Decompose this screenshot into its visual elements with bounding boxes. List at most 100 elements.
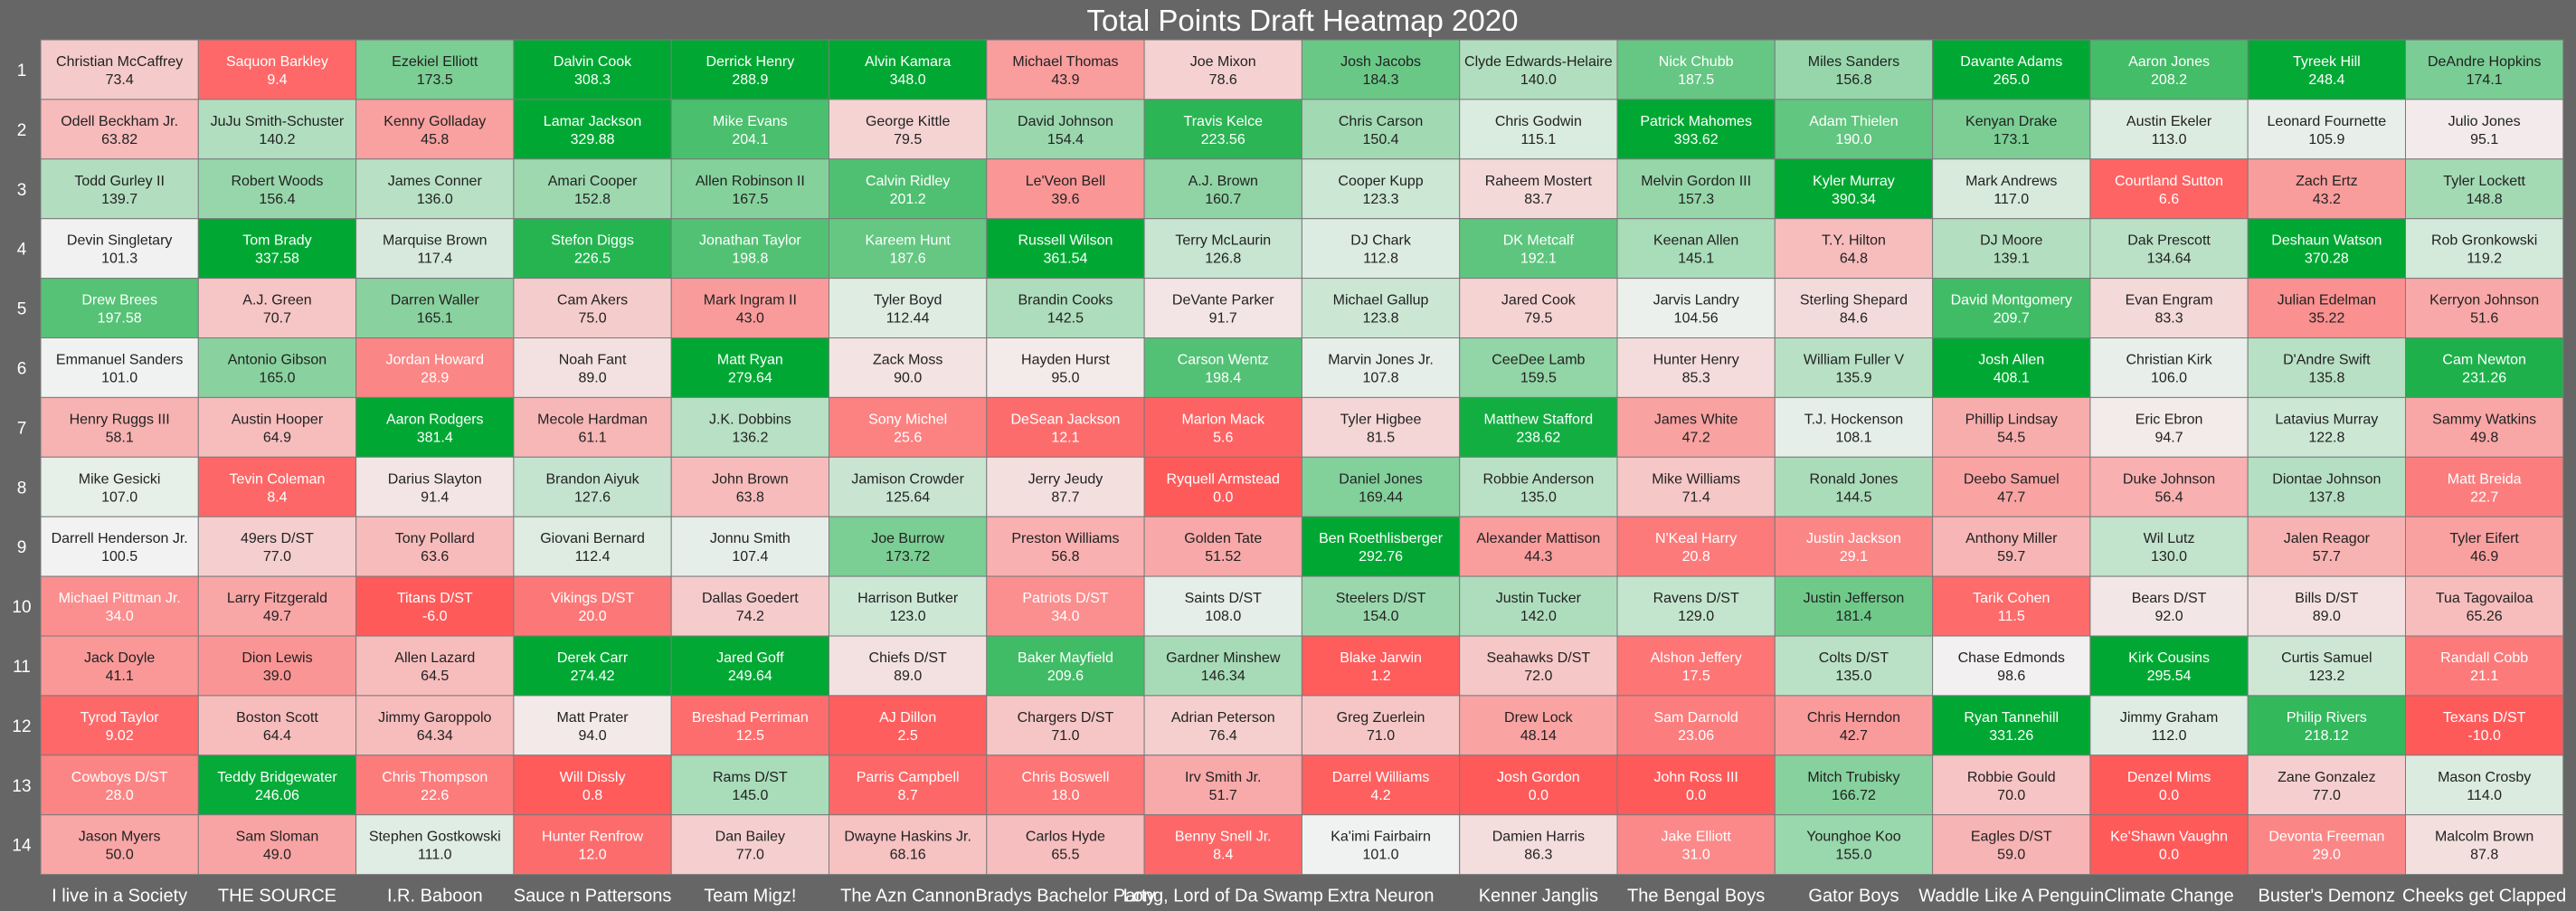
cell-points-value: 101.3: [101, 251, 137, 267]
heatmap-cell: Younghoe Koo 155.0: [1774, 814, 1934, 876]
heatmap-cell-rect: [1932, 575, 2091, 637]
cell-player-name: Jason Myers: [79, 830, 161, 845]
cell-player-name: Kyler Murray: [1813, 174, 1895, 189]
heatmap-cell-rect: [2089, 814, 2249, 876]
heatmap-cell: Cooper Kupp 123.3: [1301, 158, 1461, 220]
cell-player-name: Joe Mixon: [1190, 54, 1256, 70]
heatmap-cell-rect: [197, 695, 357, 756]
heatmap-cell-rect: [2089, 278, 2249, 339]
heatmap-cell: James White 47.2: [1616, 396, 1776, 458]
cell-points-value: 89.0: [578, 370, 606, 385]
heatmap-cell: Jared Cook 79.5: [1459, 278, 1618, 339]
heatmap-cell: Hunter Renfrow 12.0: [513, 814, 672, 876]
cell-player-name: Jonnu Smith: [710, 531, 791, 546]
cell-points-value: 107.8: [1363, 370, 1399, 385]
heatmap-cell: T.J. Hockenson 108.1: [1774, 396, 1934, 458]
heatmap-cell: Mike Gesicki 107.0: [40, 456, 199, 517]
cell-points-value: 145.0: [732, 788, 768, 803]
cell-points-value: 169.44: [1359, 489, 1403, 505]
cell-player-name: Matthew Stafford: [1484, 412, 1594, 427]
heatmap-cell: Kerryon Johnson 51.6: [2405, 278, 2564, 339]
heatmap-cell-rect: [1143, 516, 1302, 577]
cell-points-value: 39.6: [1051, 192, 1079, 207]
heatmap-cell: Chris Thompson 22.6: [355, 754, 515, 816]
cell-player-name: Allen Robinson II: [696, 174, 805, 189]
cell-points-value: 117.4: [417, 251, 452, 267]
cell-player-name: CeeDee Lamb: [1492, 352, 1585, 367]
cell-points-value: 50.0: [106, 848, 134, 863]
heatmap-cell-rect: [1143, 575, 1302, 637]
heatmap-cell-rect: [513, 278, 672, 339]
cell-player-name: Alexander Mattison: [1476, 531, 1600, 546]
heatmap-cell: Saints D/ST 108.0: [1143, 575, 1302, 637]
cell-points-value: 41.1: [106, 669, 134, 684]
cell-player-name: Justin Jefferson: [1804, 591, 1905, 606]
cell-player-name: Christian Kirk: [2126, 352, 2212, 367]
heatmap-cell-rect: [829, 278, 988, 339]
cell-points-value: 9.02: [106, 728, 134, 744]
heatmap-cell-rect: [197, 218, 357, 280]
row-label: 9: [17, 538, 27, 557]
cell-points-value: 31.0: [1682, 848, 1710, 863]
row-label: 12: [12, 717, 31, 736]
cell-player-name: Jack Doyle: [84, 650, 155, 666]
cell-player-name: AJ Dillon: [879, 710, 936, 726]
cell-player-name: Deebo Samuel: [1964, 471, 2060, 487]
heatmap-cell: Chris Boswell 18.0: [986, 754, 1145, 816]
cell-points-value: 122.8: [2308, 430, 2344, 445]
heatmap-cell-rect: [670, 99, 830, 160]
cell-points-value: 22.7: [2470, 489, 2498, 505]
cell-points-value: 274.42: [571, 669, 615, 684]
heatmap-cell: Adam Thielen 190.0: [1774, 99, 1934, 160]
heatmap-cell: Benny Snell Jr. 8.4: [1143, 814, 1302, 876]
heatmap-cell-rect: [40, 575, 199, 637]
cell-player-name: Joe Burrow: [871, 531, 944, 546]
heatmap-cell: Kenyan Drake 173.1: [1932, 99, 2091, 160]
cell-points-value: 154.4: [1047, 132, 1084, 147]
heatmap-cell: Jimmy Graham 112.0: [2089, 695, 2249, 756]
heatmap-cell: Devin Singletary 101.3: [40, 218, 199, 280]
heatmap-cell: Terry McLaurin 126.8: [1143, 218, 1302, 280]
cell-player-name: Will Dissly: [560, 770, 626, 785]
row-label: 13: [12, 777, 31, 796]
cell-points-value: 101.0: [101, 370, 137, 385]
heatmap-cell-rect: [1459, 99, 1618, 160]
heatmap-cell-rect: [2405, 396, 2564, 458]
row-label: 11: [13, 658, 31, 677]
heatmap-cell: Randall Cobb 21.1: [2405, 635, 2564, 697]
cell-player-name: Brandin Cooks: [1018, 293, 1113, 308]
cell-player-name: Gardner Minshew: [1166, 650, 1281, 666]
cell-points-value: 408.1: [1994, 370, 2030, 385]
cell-player-name: Blake Jarwin: [1340, 650, 1422, 666]
chart-title: Total Points Draft Heatmap 2020: [1087, 4, 1519, 37]
cell-player-name: Chargers D/ST: [1018, 710, 1114, 726]
cell-points-value: 166.72: [1832, 788, 1876, 803]
heatmap-cell-rect: [40, 456, 199, 517]
heatmap-cell-rect: [355, 516, 515, 577]
heatmap-cell-rect: [829, 516, 988, 577]
cell-points-value: 155.0: [1835, 848, 1871, 863]
heatmap-cell-rect: [40, 218, 199, 280]
heatmap-cell-rect: [513, 158, 672, 220]
cell-player-name: Evan Engram: [2126, 293, 2213, 308]
cell-points-value: 139.1: [1994, 251, 2030, 267]
cell-player-name: Josh Allen: [1978, 352, 2044, 367]
heatmap-cell: Josh Gordon 0.0: [1459, 754, 1618, 816]
heatmap-cell: Tevin Coleman 8.4: [197, 456, 357, 517]
column-label: I.R. Baboon: [387, 887, 483, 906]
heatmap-cell-rect: [2405, 337, 2564, 398]
cell-player-name: Dwayne Haskins Jr.: [844, 830, 971, 845]
heatmap-cell-rect: [2247, 456, 2406, 517]
cell-player-name: Kenyan Drake: [1965, 114, 2057, 129]
cell-player-name: Chase Edmonds: [1958, 650, 2065, 666]
cell-points-value: 135.8: [2308, 370, 2344, 385]
row-label: 1: [17, 62, 27, 81]
cell-player-name: Eric Ebron: [2136, 412, 2203, 427]
cell-player-name: Robbie Gould: [1967, 770, 2056, 785]
cell-player-name: Jared Cook: [1501, 293, 1577, 308]
cell-player-name: Chris Herndon: [1807, 710, 1900, 726]
heatmap-cell: Ryan Tannehill 331.26: [1932, 695, 2091, 756]
heatmap-cell: Amari Cooper 152.8: [513, 158, 672, 220]
heatmap-cell-rect: [40, 396, 199, 458]
heatmap-cell: John Ross III 0.0: [1616, 754, 1776, 816]
